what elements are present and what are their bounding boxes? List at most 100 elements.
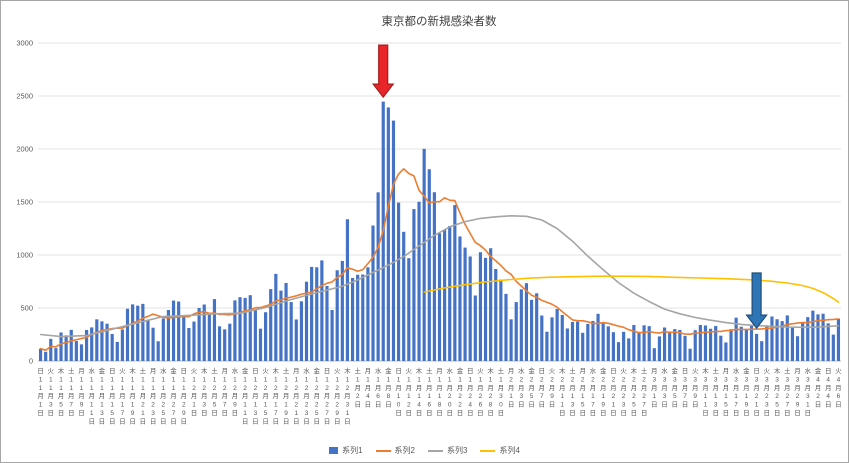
bar xyxy=(463,247,467,361)
bar xyxy=(69,329,73,361)
bar xyxy=(540,315,544,361)
bar xyxy=(652,348,656,361)
bar xyxy=(345,219,350,361)
bar xyxy=(678,329,682,361)
bar xyxy=(192,321,196,361)
bar xyxy=(795,336,800,361)
bar xyxy=(693,330,697,361)
bar xyxy=(453,205,457,361)
y-tick-label: 1500 xyxy=(16,198,33,207)
bar xyxy=(330,310,334,361)
chart-legend: 系列1 系列2 系列3 系列4 xyxy=(1,445,848,456)
bar xyxy=(780,321,784,361)
bar xyxy=(243,297,247,361)
bar xyxy=(136,305,140,361)
legend-bar-marker-icon xyxy=(329,447,339,454)
bar xyxy=(294,319,298,361)
bar xyxy=(248,295,252,361)
bar xyxy=(356,274,360,361)
bar xyxy=(366,267,370,361)
bar xyxy=(596,313,600,361)
bar xyxy=(478,252,482,361)
bar xyxy=(253,310,257,361)
bar xyxy=(821,313,825,361)
bar xyxy=(412,209,416,361)
bar xyxy=(555,308,559,361)
bar xyxy=(831,334,835,361)
bar xyxy=(724,342,728,361)
bar xyxy=(581,332,585,361)
bar xyxy=(550,317,554,361)
bar xyxy=(826,323,830,361)
bar xyxy=(125,308,130,361)
bar xyxy=(642,325,646,361)
legend-item: 系列3 xyxy=(428,445,467,456)
bar xyxy=(182,316,186,361)
bar xyxy=(54,348,58,361)
bar xyxy=(806,317,810,361)
bar xyxy=(422,148,426,361)
bar xyxy=(269,289,273,361)
bar xyxy=(714,326,718,361)
bar xyxy=(105,323,109,361)
bar xyxy=(489,248,493,361)
legend-line-marker-icon xyxy=(480,449,496,452)
bar xyxy=(310,266,314,361)
chart-title: 東京都の新規感染者数 xyxy=(382,14,497,28)
bar xyxy=(627,338,631,361)
bar xyxy=(790,327,794,361)
bar xyxy=(811,310,815,361)
bar xyxy=(647,326,651,361)
bar xyxy=(499,279,503,361)
bar xyxy=(427,169,431,361)
bar xyxy=(228,323,232,361)
bar xyxy=(79,344,84,361)
bar xyxy=(473,295,477,361)
bar xyxy=(606,326,610,361)
bar xyxy=(703,325,708,361)
bar xyxy=(274,273,278,361)
bar xyxy=(397,202,401,361)
bar xyxy=(755,333,759,361)
bar xyxy=(448,225,452,361)
bar xyxy=(115,341,119,361)
bar xyxy=(760,341,764,361)
legend-line-marker-icon xyxy=(428,449,443,452)
bar xyxy=(207,313,211,361)
bar xyxy=(535,293,539,361)
bar xyxy=(64,335,68,361)
